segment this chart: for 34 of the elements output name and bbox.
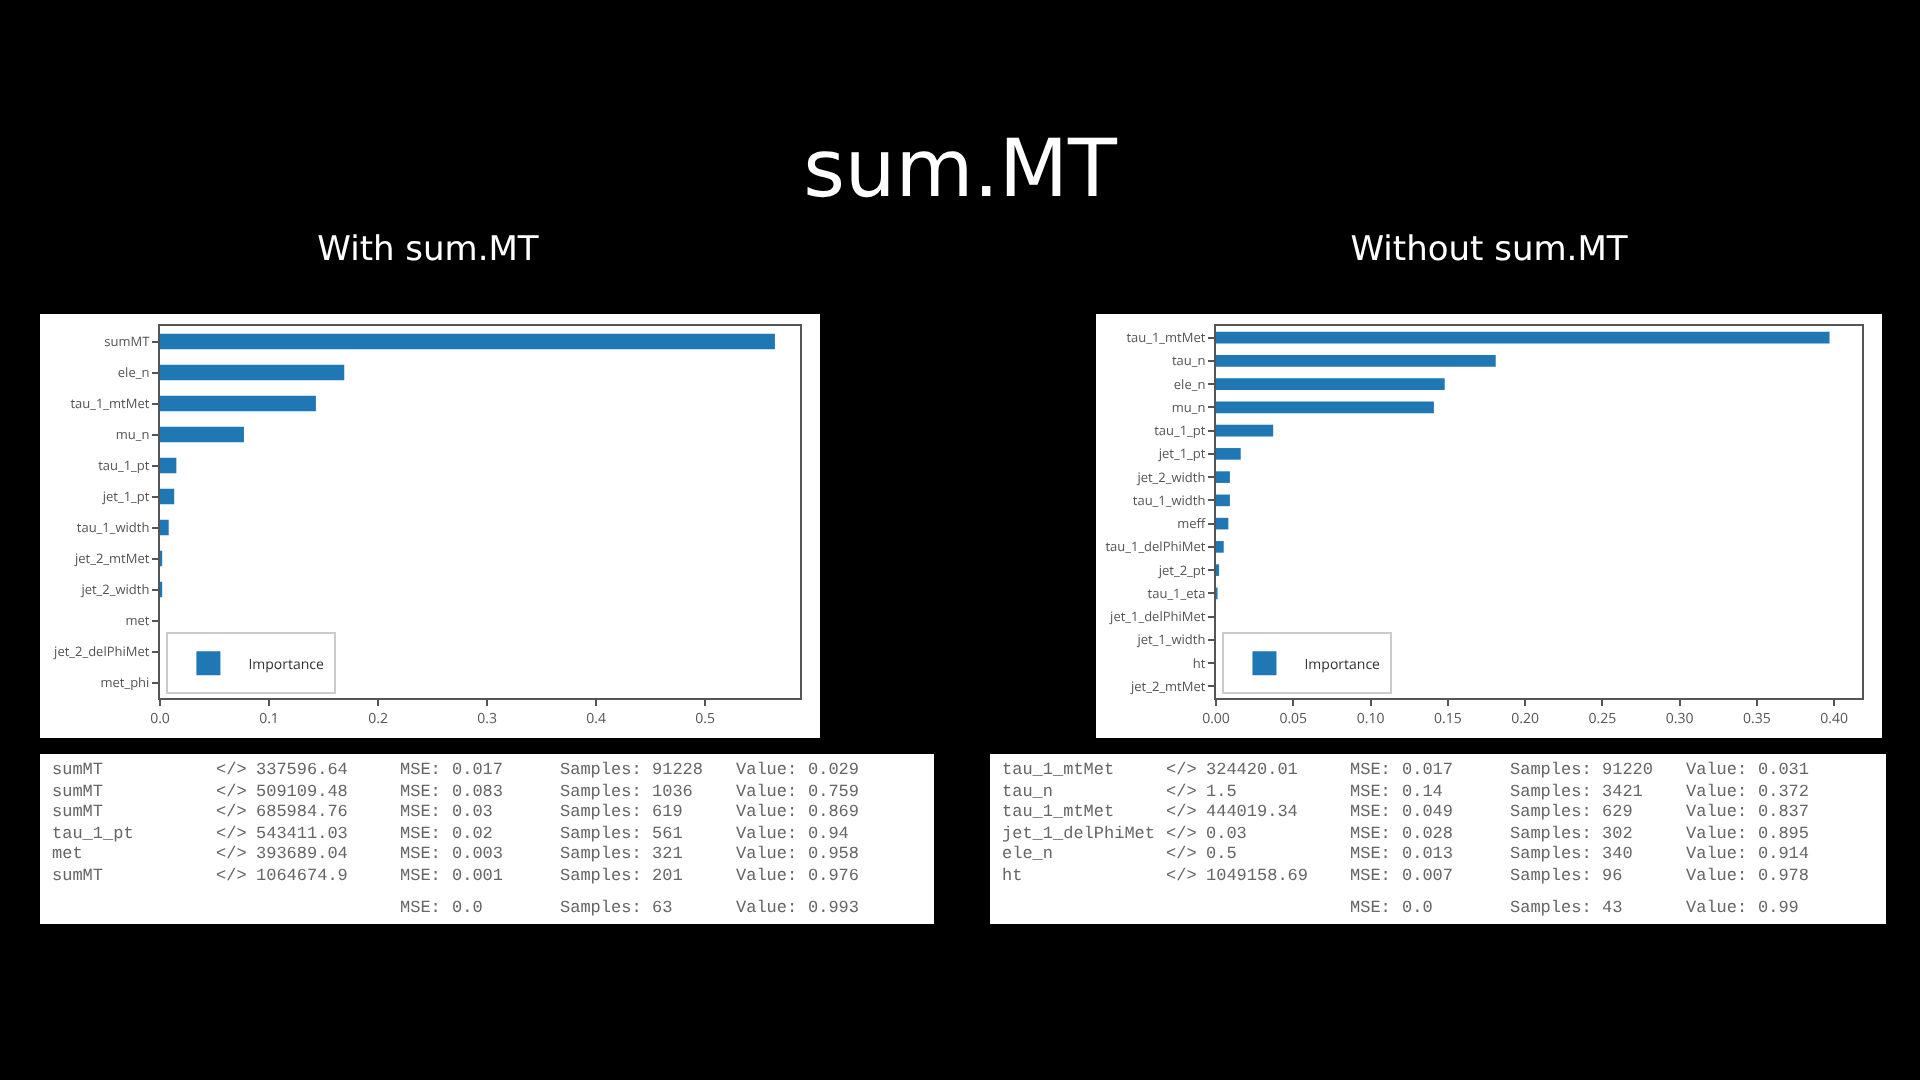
bar <box>1216 424 1274 437</box>
text: tau_1_pt </> 543411.03 MSE: 0.02 Samples: 561 Value: 0.94 <box>52 823 849 843</box>
text: MSE: 0.0 Samples: 63 Value: 0.993 <box>400 898 860 918</box>
text: sumMT </> 337596.64 MSE: 0.017 Samples: 91228 Value: 0.029 <box>52 760 860 780</box>
bar <box>1216 401 1434 414</box>
bar <box>160 395 316 412</box>
bar <box>160 519 169 536</box>
text: met </> 393689.04 MSE: 0.003 Samples: 321 Value: 0.958 <box>52 844 860 864</box>
text: ht </> 1049158.69 MSE: 0.007 Samples: 96 Value: 0.978 <box>1002 865 1810 885</box>
bar <box>1216 378 1445 390</box>
text: tau_1_mtMet </> 324420.01 MSE: 0.017 Samples: 91220 Value: 0.031 <box>1002 760 1810 780</box>
text: sumMT </> 1064674.9 MSE: 0.001 Samples: 201 Value: 0.976 <box>52 865 860 885</box>
text: tau_n </> 1.5 MSE: 0.14 Samples: 3421 Value: 0.372 <box>1002 781 1810 801</box>
bar <box>1216 355 1496 367</box>
bar <box>160 457 177 474</box>
bar <box>160 488 175 505</box>
bar <box>1216 331 1830 344</box>
bar <box>160 333 775 350</box>
chart-title: With sum.MT <box>315 230 541 270</box>
text: MSE: 0.0 Samples: 43 Value: 0.99 <box>1350 898 1799 918</box>
text: jet_1_delPhiMet </> 0.03 MSE: 0.028 Samples: 302 Value: 0.895 <box>1002 823 1810 843</box>
bar <box>1216 541 1224 553</box>
text: sumMT </> 509109.48 MSE: 0.083 Samples: 1036 Value: 0.759 <box>52 781 860 801</box>
chart-title: Without sum.MT <box>1348 230 1630 270</box>
text: sumMT </> 685984.76 MSE: 0.03 Samples: 619 Value: 0.869 <box>52 802 860 822</box>
bar <box>1216 471 1230 483</box>
bar <box>1216 494 1230 507</box>
bar <box>1216 448 1241 460</box>
bar <box>160 426 244 443</box>
bar <box>160 364 345 381</box>
text: sum.MT <box>801 124 1119 216</box>
text: tau_1_mtMet </> 444019.34 MSE: 0.049 Samples: 629 Value: 0.837 <box>1002 802 1810 822</box>
text: ele_n </> 0.5 MSE: 0.013 Samples: 340 Value: 0.914 <box>1002 844 1810 864</box>
bar <box>1216 517 1229 530</box>
